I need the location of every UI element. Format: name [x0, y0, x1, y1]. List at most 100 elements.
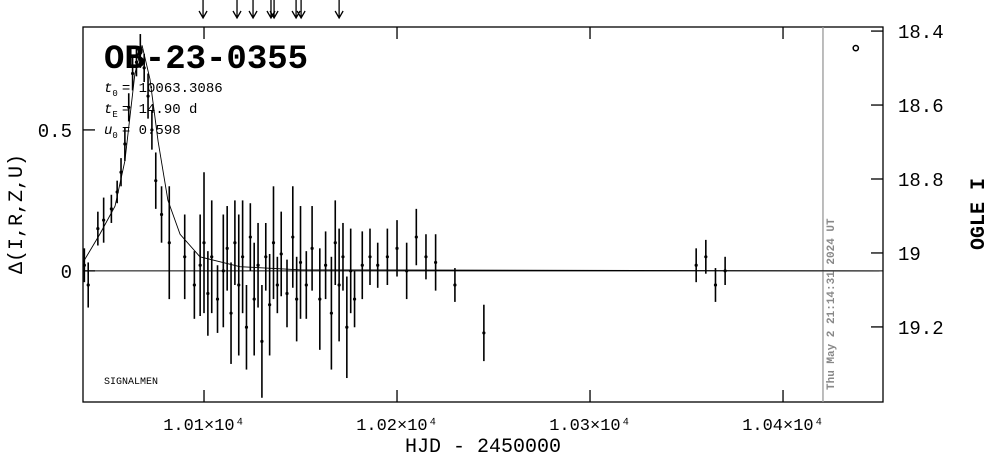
arrow-shape [334, 0, 344, 20]
data-point [109, 207, 113, 211]
model-curve [82, 45, 880, 272]
param-symbol: u [104, 123, 112, 139]
data-point [229, 311, 233, 315]
data-point [252, 297, 256, 301]
data-point [329, 311, 333, 315]
data-point [304, 283, 308, 287]
data-point [159, 212, 164, 217]
data-point [206, 291, 210, 296]
data-point [324, 263, 328, 267]
data-point [723, 269, 727, 273]
param-sub: 0 [112, 131, 117, 141]
timestamp: Thu May 2 21:14:31 2024 UT [826, 218, 838, 390]
x-tick-label: 1.01×10⁴ [163, 417, 245, 436]
data-point [345, 325, 349, 329]
data-point [395, 246, 399, 250]
arrow-shape [269, 0, 279, 20]
y2-tick-label: 18.6 [898, 96, 944, 118]
arrow [232, 0, 242, 20]
data-point [368, 255, 372, 259]
data-point [352, 297, 357, 301]
data-point [385, 255, 389, 259]
x-tick-label: 1.03×10⁴ [549, 417, 631, 436]
data-point [146, 94, 150, 98]
y2-tick-label: 18.4 [898, 22, 944, 44]
data-point [341, 255, 345, 259]
y-tick-label: 0 [61, 262, 72, 284]
data-point [198, 263, 202, 267]
data-point [318, 297, 322, 301]
param: tE = 14.90 d [104, 102, 197, 120]
arrow-shape [232, 0, 242, 20]
data-point [127, 105, 131, 109]
data-point [86, 283, 90, 287]
data-point [349, 269, 353, 273]
data-point [102, 218, 106, 222]
arrow [269, 0, 279, 20]
data-point [183, 255, 187, 259]
data-point [134, 60, 139, 64]
data-point [376, 263, 380, 267]
data-point [424, 255, 428, 259]
y2-tick-label: 18.8 [898, 170, 944, 192]
data-point [237, 283, 241, 287]
data-point [233, 241, 237, 245]
param-sub: E [112, 110, 117, 120]
data-point [123, 142, 127, 146]
x-tick-label: 1.04×10⁴ [742, 417, 824, 436]
data-point [275, 283, 279, 287]
param-sub: 0 [112, 89, 117, 99]
data-point [482, 331, 486, 335]
data-point [268, 303, 272, 307]
data-point [167, 241, 171, 245]
x-tick-label: 1.02×10⁴ [356, 417, 438, 436]
data-point [225, 246, 229, 250]
plot-frame [82, 26, 884, 403]
data-point [221, 269, 225, 273]
data-point [131, 71, 135, 76]
data-point [360, 263, 364, 267]
data-point [333, 241, 337, 245]
data-point [150, 128, 154, 132]
marker-point [852, 44, 860, 52]
data-point [405, 269, 409, 273]
data-point [264, 255, 268, 259]
data-point [310, 246, 314, 250]
arrow-shape [198, 0, 208, 20]
data-point [138, 49, 142, 53]
y2-tick-label: 19 [898, 244, 921, 266]
data-point [414, 235, 418, 239]
data-point [434, 260, 438, 265]
data-point [704, 255, 708, 259]
data-point [154, 179, 158, 183]
arrow [334, 0, 344, 20]
data-point [115, 190, 119, 194]
data-point [285, 291, 289, 296]
data-point [694, 263, 698, 267]
data-point [279, 252, 283, 256]
param-symbol: t [104, 102, 112, 118]
data-point [260, 339, 264, 343]
data-point [291, 235, 295, 239]
arrow [296, 0, 306, 20]
data-point [119, 170, 123, 174]
data-point [215, 297, 220, 301]
param-text: = 14.90 d [122, 102, 198, 118]
data-point [142, 66, 146, 70]
data-point [713, 283, 718, 287]
y2-axis-label: OGLE I [968, 178, 986, 250]
arrow [248, 0, 258, 20]
arrow-shape [296, 0, 306, 20]
arrow [198, 0, 208, 20]
data-point [192, 283, 196, 287]
data-point [202, 241, 206, 245]
data-point [453, 283, 457, 287]
data-point [82, 263, 86, 267]
param: t0 = 10063.3086 [104, 81, 223, 99]
data-point [295, 297, 299, 301]
data-point [210, 255, 214, 259]
param-text: = 10063.3086 [122, 81, 223, 97]
data-point [244, 325, 249, 329]
data-point [256, 263, 260, 267]
